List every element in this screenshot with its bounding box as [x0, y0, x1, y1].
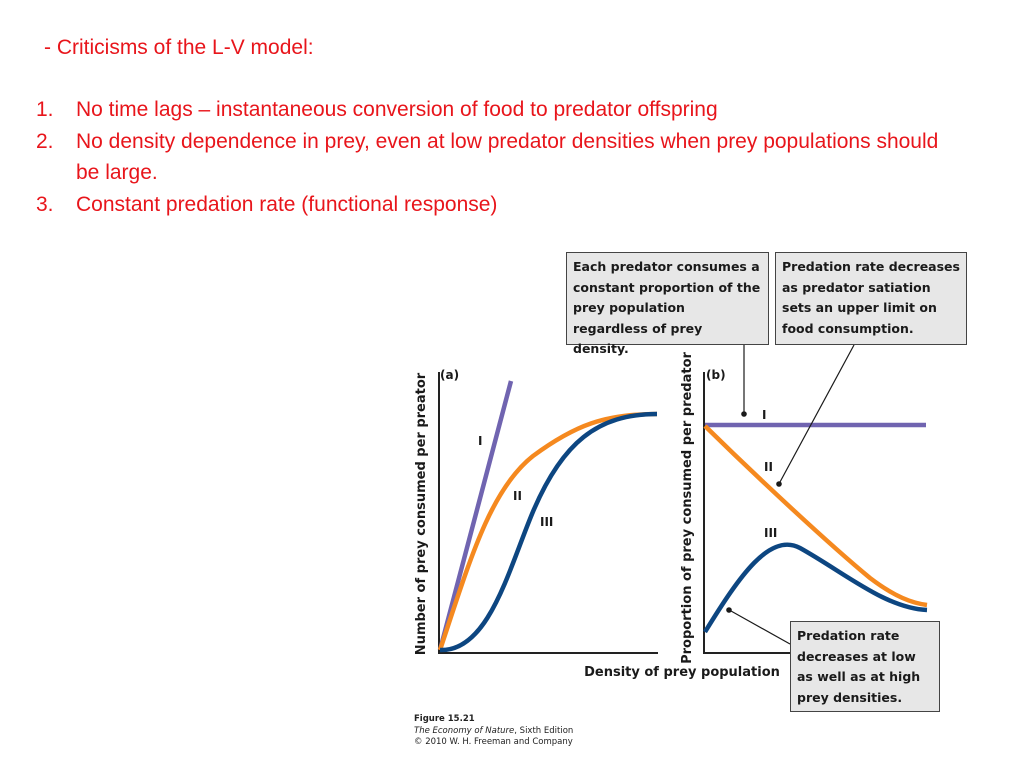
caption-source: The Economy of Nature, Sixth Edition — [414, 726, 573, 738]
panel-b-label: (b) — [706, 368, 726, 382]
curve-label-type-one: I — [478, 434, 482, 448]
leader-line — [730, 610, 791, 645]
caption-book-title: The Economy of Nature — [414, 725, 515, 736]
list-text: Constant predation rate (functional resp… — [76, 192, 498, 216]
slide-heading: - Criticisms of the L-V model: — [44, 36, 314, 59]
list-text: No time lags – instantaneous conversion … — [76, 98, 718, 121]
leader-dot — [776, 481, 782, 487]
leader-dot — [741, 411, 747, 417]
panel-a-label: (a) — [440, 368, 459, 382]
list-item: 3. Constant predation rate (functional r… — [36, 189, 956, 221]
caption-copyright: © 2010 W. H. Freeman and Company — [414, 737, 573, 747]
leader-line — [779, 344, 855, 483]
figure-caption: Figure 15.21 The Economy of Nature, Sixt… — [414, 714, 573, 749]
list-item: 1. No time lags – instantaneous conversi… — [36, 94, 956, 126]
curve-type-one — [437, 380, 514, 651]
curve-type-two — [437, 411, 658, 651]
curve-type-two — [703, 424, 928, 608]
list-number: 1. — [36, 98, 54, 121]
curve-label-type-two: II — [764, 460, 773, 474]
x-axis-label: Density of prey population — [584, 665, 780, 680]
leader-dot — [726, 607, 732, 613]
list-number: 2. — [36, 129, 54, 153]
list-text: No density dependence in prey, even at l… — [76, 129, 939, 185]
panel-a-y-axis-label: Number of prey consumed per preator — [414, 372, 429, 655]
criticisms-list: 1. No time lags – instantaneous conversi… — [36, 94, 956, 220]
panel-a-axes — [438, 372, 658, 654]
callout-satiation: Predation rate decreases as predator sat… — [775, 252, 967, 345]
callout-constant-proportion: Each predator consumes a constant propor… — [566, 252, 769, 356]
list-number: 3. — [36, 192, 54, 216]
list-item: 2. No density dependence in prey, even a… — [36, 126, 956, 189]
curve-type-three — [439, 411, 658, 653]
curve-label-type-one: I — [762, 408, 766, 422]
curve-type-three — [703, 542, 928, 634]
curve-label-type-two: II — [513, 489, 522, 503]
panel-b-y-axis-label: Proportion of prey consumed per predator — [680, 351, 695, 663]
curve-label-type-three: III — [764, 526, 777, 540]
caption-edition: , Sixth Edition — [514, 725, 574, 736]
curve-label-type-three: III — [540, 515, 553, 529]
callout-low-high-density: Predation rate decreases at low as well … — [790, 621, 940, 712]
caption-figure-number: Figure 15.21 — [414, 714, 475, 724]
